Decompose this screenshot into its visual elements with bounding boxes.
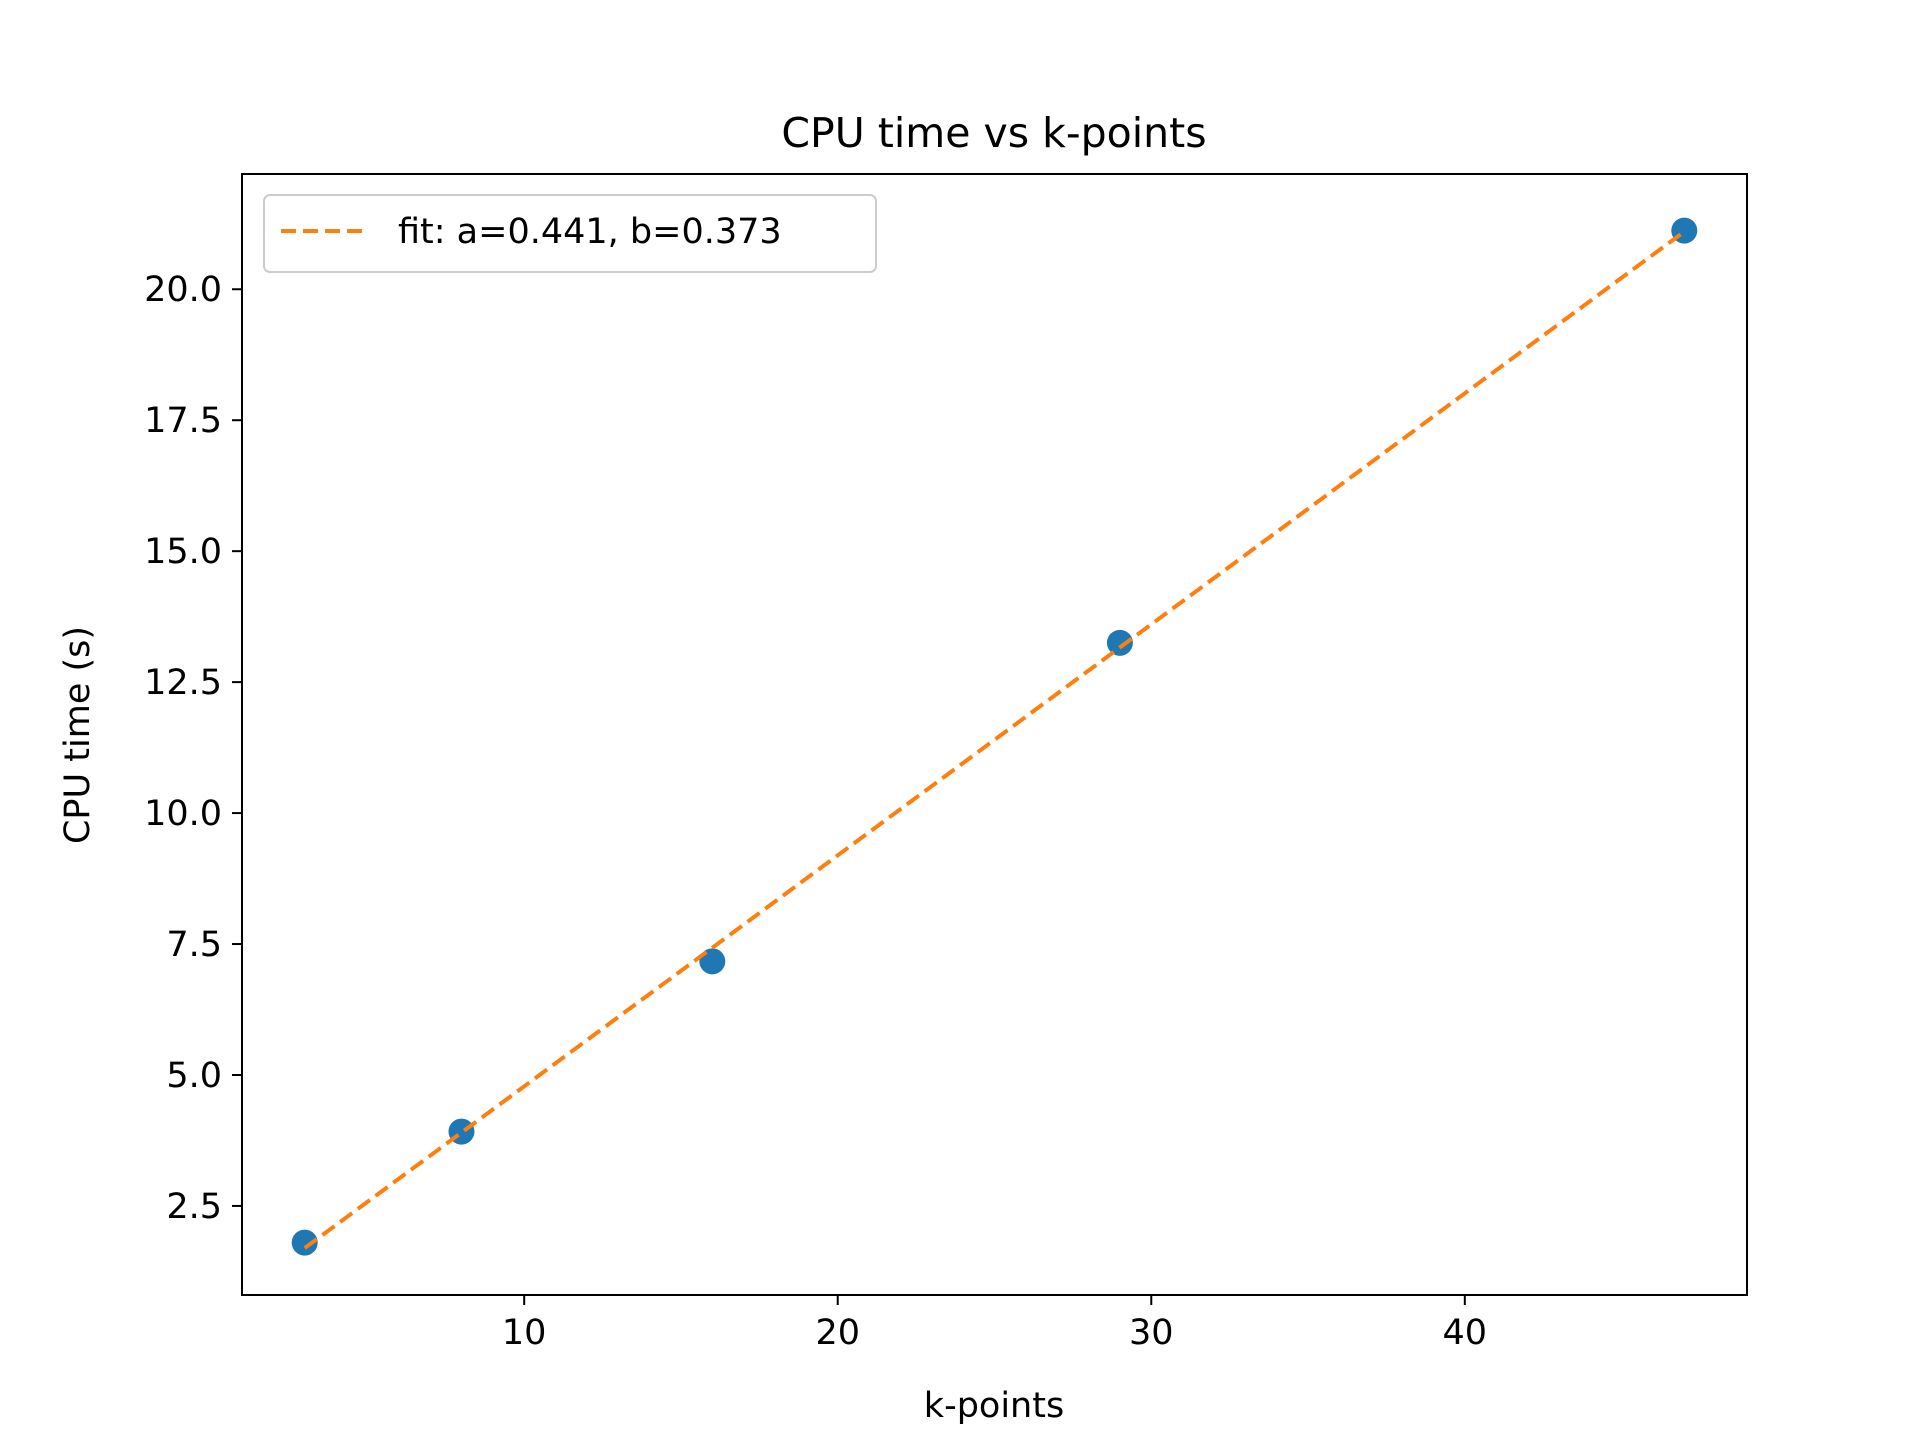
x-tick-label: 30 bbox=[1129, 1313, 1174, 1353]
x-tick-label: 10 bbox=[502, 1313, 547, 1353]
legend-box bbox=[263, 194, 877, 273]
y-tick-label: 10.0 bbox=[144, 794, 222, 834]
y-axis-label: CPU time (s) bbox=[58, 626, 98, 844]
y-tick-label: 20.0 bbox=[144, 270, 222, 310]
y-tick-label: 2.5 bbox=[166, 1187, 222, 1227]
x-tick-label: 40 bbox=[1443, 1313, 1488, 1353]
y-tick-label: 5.0 bbox=[166, 1056, 222, 1096]
x-tick-label: 20 bbox=[815, 1313, 860, 1353]
legend: fit: a=0.441, b=0.373 bbox=[263, 194, 877, 273]
y-tick-label: 17.5 bbox=[144, 401, 222, 441]
axes-frame bbox=[241, 173, 1748, 1296]
y-tick-label: 15.0 bbox=[144, 532, 222, 572]
series-layer bbox=[291, 217, 1698, 1256]
legend-fit-label: fit: a=0.441, b=0.373 bbox=[398, 212, 782, 252]
y-tick-label: 7.5 bbox=[166, 925, 222, 965]
data-point bbox=[291, 1229, 318, 1256]
y-axis-ticks: 2.5 5.0 7.5 10.0 12.5 15.0 17.5 20.0 bbox=[144, 270, 242, 1227]
y-tick-label: 12.5 bbox=[144, 663, 222, 703]
chart-title: CPU time vs k-points bbox=[781, 109, 1206, 157]
data-point bbox=[1106, 629, 1133, 656]
x-axis-ticks: 10 20 30 40 bbox=[502, 1295, 1487, 1353]
x-axis-label: k-points bbox=[924, 1386, 1064, 1426]
